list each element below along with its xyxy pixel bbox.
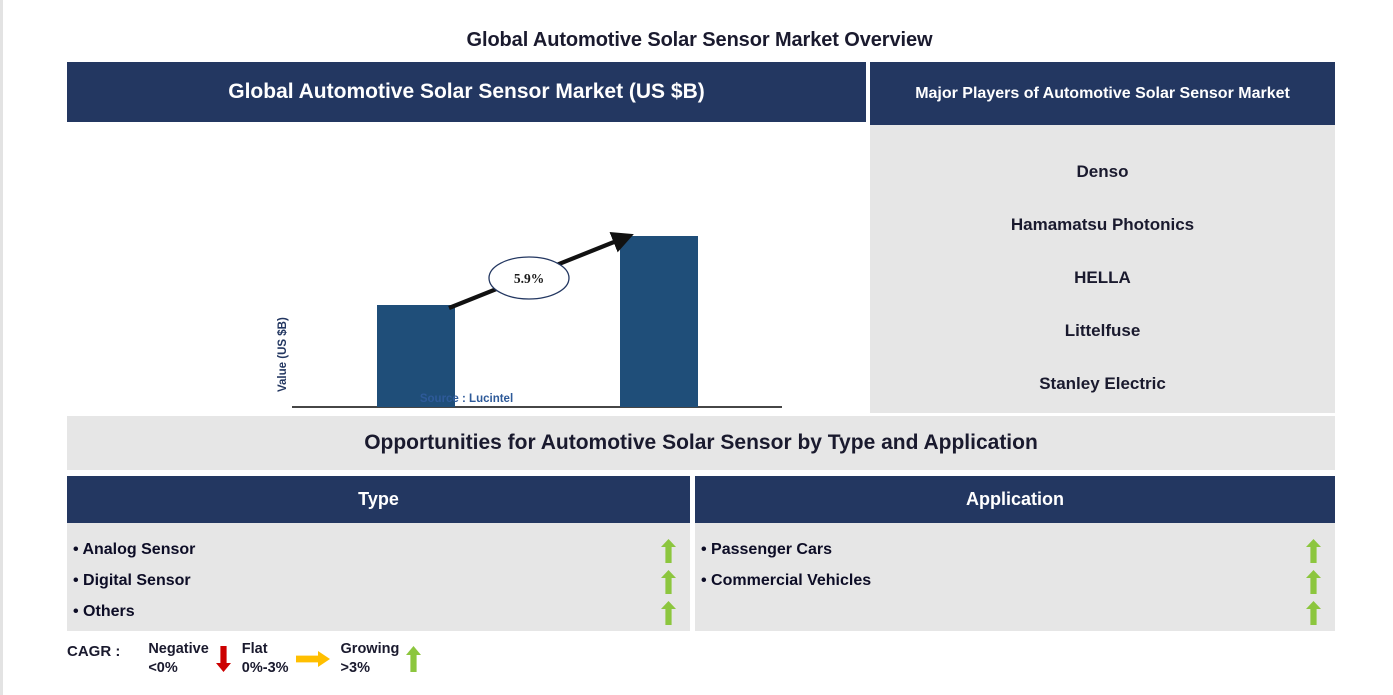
type-column-body: • Analog Sensor • Digital Sensor • Other… bbox=[67, 523, 690, 631]
arrow-right-amber-icon bbox=[295, 651, 330, 667]
legend-growing-icon-wrap bbox=[406, 640, 422, 678]
arrow-slot bbox=[1306, 535, 1321, 566]
list-item: • Analog Sensor bbox=[73, 541, 196, 558]
chart-source-label: Source : Lucintel bbox=[419, 393, 514, 405]
legend-entry-flat-text: Flat 0%-3% bbox=[242, 640, 289, 678]
legend-flat-name: Flat bbox=[241, 641, 268, 657]
major-players-panel: Major Players of Automotive Solar Sensor… bbox=[870, 62, 1335, 413]
list-item: Hamamatsu Photonics bbox=[1010, 215, 1195, 234]
application-column: Application • Passenger Cars • Commercia… bbox=[695, 476, 1335, 631]
cagr-legend-title: CAGR : bbox=[67, 643, 121, 660]
y-axis-label: Value (US $B) bbox=[277, 317, 289, 392]
arrow-up-green-icon bbox=[661, 600, 676, 625]
legend-entry-negative: Negative <0% bbox=[148, 640, 237, 678]
arrow-up-green-icon bbox=[1306, 569, 1321, 594]
bar-chart-svg: Value (US $B) 5.9% 2025 bbox=[277, 232, 782, 408]
list-item: • Commercial Vehicles bbox=[701, 572, 872, 589]
list-item: Stanley Electric bbox=[1039, 374, 1166, 393]
arrow-slot bbox=[1306, 566, 1321, 597]
chart-panel-header: Global Automotive Solar Sensor Market (U… bbox=[67, 62, 866, 122]
list-item: Denso bbox=[1076, 162, 1129, 181]
legend-negative-range: <0% bbox=[148, 660, 178, 676]
market-chart-panel: Global Automotive Solar Sensor Market (U… bbox=[67, 62, 866, 413]
application-column-header: Application bbox=[695, 476, 1335, 523]
cagr-legend: CAGR : Negative <0% Flat 0%-3% bbox=[67, 640, 432, 688]
list-item: • Passenger Cars bbox=[701, 541, 833, 558]
type-trend-arrows bbox=[661, 535, 676, 628]
major-players-header: Major Players of Automotive Solar Sensor… bbox=[870, 62, 1335, 125]
application-column-body: • Passenger Cars • Commercial Vehicles bbox=[695, 523, 1335, 631]
list-item: • Others bbox=[73, 603, 135, 620]
type-column-header: Type bbox=[67, 476, 690, 523]
arrow-up-green-icon bbox=[1306, 600, 1321, 625]
cagr-bubble bbox=[488, 256, 570, 300]
list-item: HELLA bbox=[1074, 268, 1131, 287]
legend-entry-negative-text: Negative <0% bbox=[148, 640, 208, 678]
arrow-slot bbox=[661, 597, 676, 628]
bar-2025 bbox=[377, 305, 455, 407]
legend-negative-icon-wrap bbox=[215, 640, 231, 678]
major-players-list: Denso Hamamatsu Photonics HELLA Littelfu… bbox=[870, 125, 1335, 413]
arrow-slot bbox=[1306, 597, 1321, 628]
legend-negative-name: Negative bbox=[148, 641, 209, 657]
bar-2031 bbox=[620, 236, 698, 407]
legend-flat-range: 0%-3% bbox=[241, 660, 289, 676]
legend-flat-icon-wrap bbox=[295, 640, 330, 678]
legend-entry-growing-text: Growing >3% bbox=[341, 640, 400, 678]
list-item: • Digital Sensor bbox=[73, 572, 191, 589]
arrow-up-green-icon bbox=[661, 569, 676, 594]
cagr-bubble-label: 5.9% bbox=[514, 271, 544, 286]
list-item: Littelfuse bbox=[1064, 321, 1141, 340]
legend-growing-range: >3% bbox=[340, 660, 370, 676]
arrow-up-green-icon bbox=[661, 538, 676, 563]
type-column: Type • Analog Sensor • Digital Sensor • … bbox=[67, 476, 690, 631]
arrow-up-green-icon bbox=[1306, 538, 1321, 563]
arrow-down-red-icon bbox=[215, 646, 231, 672]
arrow-slot bbox=[661, 566, 676, 597]
opportunities-banner: Opportunities for Automotive Solar Senso… bbox=[67, 416, 1335, 470]
legend-entry-growing: Growing >3% bbox=[341, 640, 429, 678]
application-trend-arrows bbox=[1306, 535, 1321, 628]
chart-body: Value (US $B) 5.9% 2025 bbox=[67, 122, 866, 413]
legend-entry-flat: Flat 0%-3% bbox=[242, 640, 337, 678]
legend-growing-name: Growing bbox=[340, 641, 400, 657]
arrow-up-green-icon bbox=[406, 646, 422, 672]
page-title: Global Automotive Solar Sensor Market Ov… bbox=[466, 29, 933, 51]
arrow-slot bbox=[661, 535, 676, 566]
